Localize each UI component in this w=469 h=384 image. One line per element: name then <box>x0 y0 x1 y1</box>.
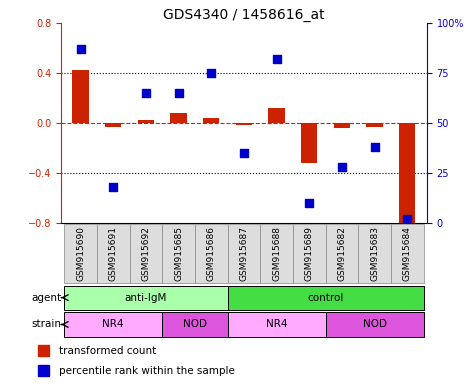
Text: anti-IgM: anti-IgM <box>125 293 167 303</box>
Text: GSM915691: GSM915691 <box>109 226 118 281</box>
Text: NOD: NOD <box>183 319 207 329</box>
Text: GSM915690: GSM915690 <box>76 226 85 281</box>
FancyBboxPatch shape <box>227 224 260 283</box>
Text: NOD: NOD <box>363 319 386 329</box>
Point <box>142 90 150 96</box>
FancyBboxPatch shape <box>358 224 391 283</box>
Text: GSM915689: GSM915689 <box>305 226 314 281</box>
Text: control: control <box>307 293 344 303</box>
FancyBboxPatch shape <box>260 224 293 283</box>
Bar <box>334 123 350 128</box>
Title: GDS4340 / 1458616_at: GDS4340 / 1458616_at <box>163 8 325 22</box>
FancyBboxPatch shape <box>97 224 129 283</box>
Point <box>77 46 84 52</box>
FancyBboxPatch shape <box>64 313 162 336</box>
Text: GSM915686: GSM915686 <box>207 226 216 281</box>
Point <box>240 150 248 156</box>
Text: GSM915692: GSM915692 <box>141 226 151 281</box>
Bar <box>399 123 416 223</box>
Text: NR4: NR4 <box>103 319 124 329</box>
Bar <box>72 71 89 123</box>
Point <box>273 56 280 62</box>
FancyBboxPatch shape <box>227 286 424 310</box>
Text: GSM915683: GSM915683 <box>370 226 379 281</box>
FancyBboxPatch shape <box>64 224 97 283</box>
Bar <box>236 123 252 125</box>
Point <box>403 216 411 222</box>
Point <box>207 70 215 76</box>
Point <box>338 164 346 170</box>
FancyBboxPatch shape <box>227 313 325 336</box>
Text: agent: agent <box>31 293 61 303</box>
Text: NR4: NR4 <box>266 319 287 329</box>
FancyBboxPatch shape <box>162 224 195 283</box>
Bar <box>301 123 318 163</box>
FancyBboxPatch shape <box>195 224 227 283</box>
Bar <box>38 345 49 356</box>
Text: GSM915688: GSM915688 <box>272 226 281 281</box>
FancyBboxPatch shape <box>391 224 424 283</box>
Point <box>175 90 182 96</box>
Text: GSM915687: GSM915687 <box>239 226 249 281</box>
Bar <box>138 121 154 123</box>
Point <box>305 200 313 206</box>
Point <box>371 144 378 150</box>
Bar <box>170 113 187 123</box>
Text: transformed count: transformed count <box>59 346 156 356</box>
Text: percentile rank within the sample: percentile rank within the sample <box>59 366 234 376</box>
Bar <box>366 123 383 127</box>
Text: GSM915685: GSM915685 <box>174 226 183 281</box>
FancyBboxPatch shape <box>162 313 227 336</box>
FancyBboxPatch shape <box>64 286 227 310</box>
FancyBboxPatch shape <box>325 313 424 336</box>
Point <box>109 184 117 190</box>
FancyBboxPatch shape <box>325 224 358 283</box>
Text: GSM915684: GSM915684 <box>403 226 412 281</box>
FancyBboxPatch shape <box>293 224 325 283</box>
Bar <box>38 365 49 376</box>
Bar <box>203 118 219 123</box>
FancyBboxPatch shape <box>129 224 162 283</box>
Bar <box>105 123 121 127</box>
Text: strain: strain <box>31 319 61 329</box>
Text: GSM915682: GSM915682 <box>337 226 347 281</box>
Bar <box>268 108 285 123</box>
